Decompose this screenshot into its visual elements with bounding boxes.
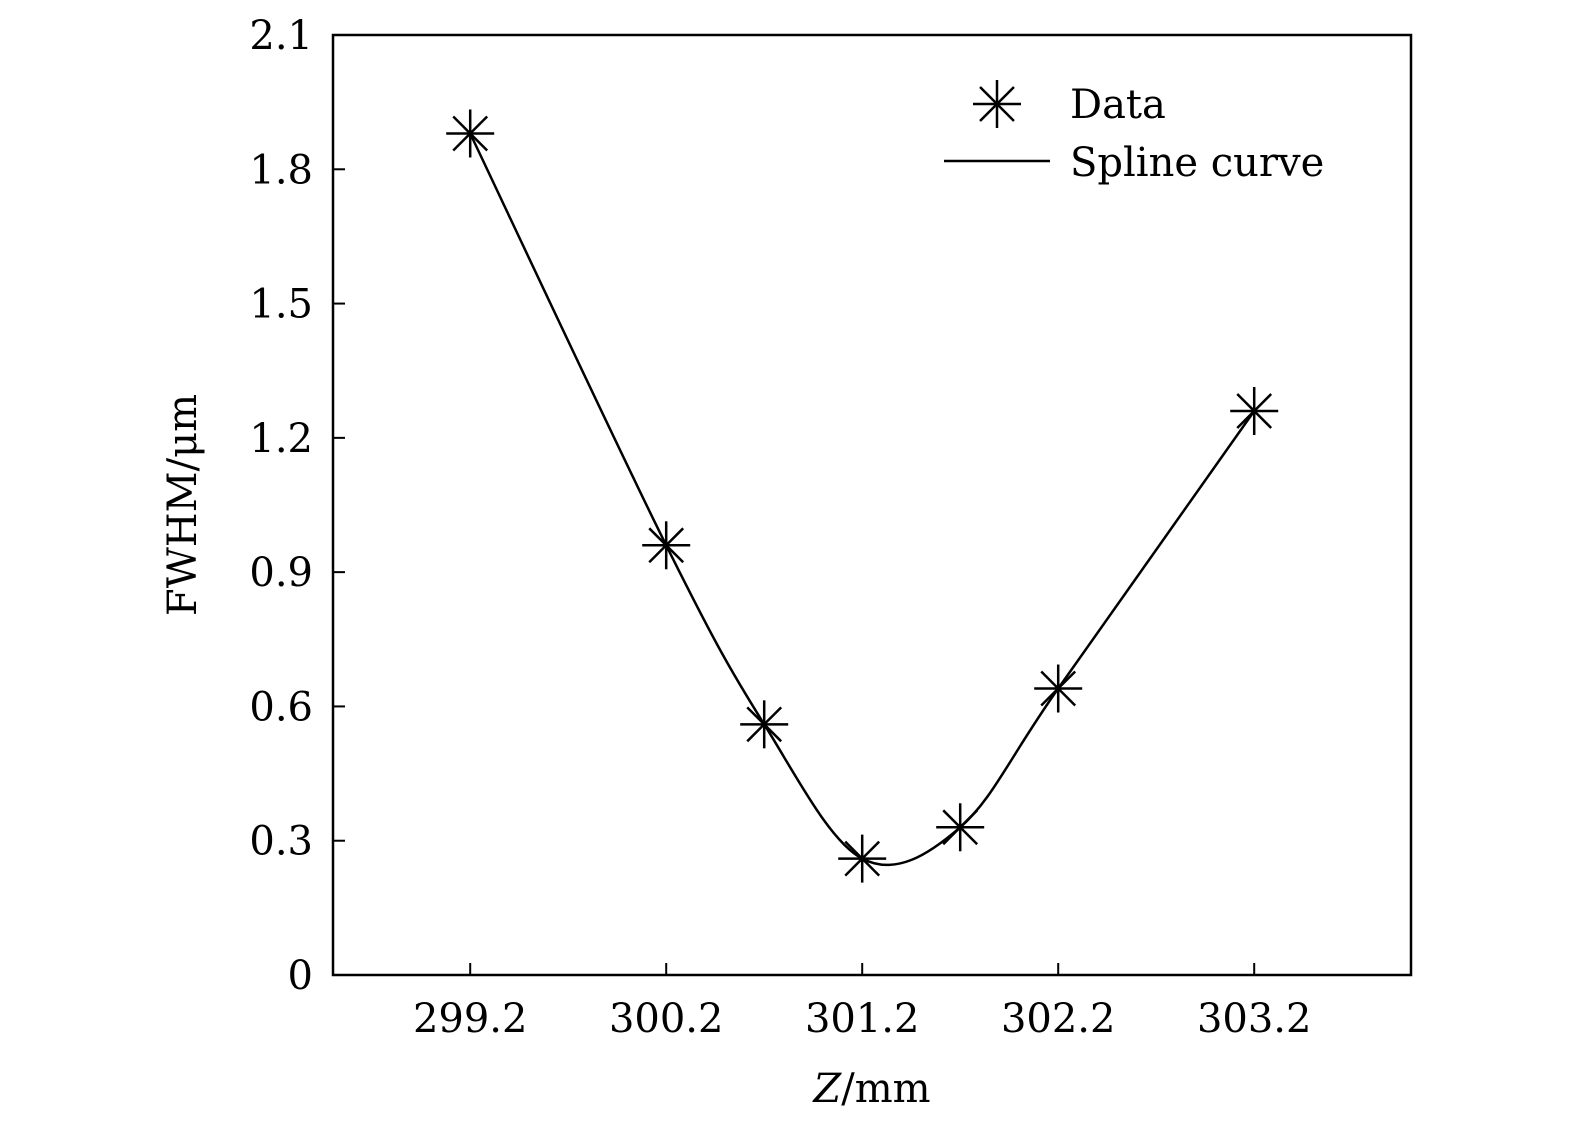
y-tick-label: 1.2 <box>249 416 313 462</box>
data-point <box>1230 387 1279 435</box>
data-point <box>446 109 495 158</box>
data-point <box>936 803 985 852</box>
y-tick-label: 2.1 <box>249 13 313 59</box>
legend-data-marker <box>973 80 1021 128</box>
legend-data-label: Data <box>1070 82 1166 128</box>
y-tick-label: 0.9 <box>249 550 313 596</box>
y-axis-label: FWHM/μm <box>160 394 206 616</box>
legend-asterisk-icon <box>973 80 1021 128</box>
legend: Data Spline curve <box>944 80 1324 186</box>
y-tick-label: 0.3 <box>249 819 313 865</box>
x-tick-label: 301.2 <box>805 996 920 1042</box>
y-tick-label: 0 <box>288 953 313 999</box>
plot-frame <box>331 33 1413 977</box>
y-tick-label: 1.5 <box>249 282 313 328</box>
y-tick-label: 0.6 <box>249 684 313 730</box>
x-tick-label: 300.2 <box>609 996 724 1042</box>
data-point <box>1034 664 1083 713</box>
legend-spline-label: Spline curve <box>1070 140 1324 186</box>
x-tick-label: 299.2 <box>413 996 528 1042</box>
series-layer <box>446 109 1279 883</box>
x-tick-label: 303.2 <box>1197 996 1312 1042</box>
data-point <box>838 834 887 883</box>
spline-curve-line <box>469 132 1256 867</box>
x-axis-label: Z/mm <box>811 1066 930 1112</box>
data-point <box>740 700 789 749</box>
x-tick-label: 302.2 <box>1001 996 1116 1042</box>
y-tick-label: 1.8 <box>249 147 313 193</box>
x-ticks: 299.2 300.2 301.2 302.2 303.2 <box>413 963 1312 1042</box>
data-point <box>642 521 691 570</box>
y-ticks: 0 0.3 0.6 0.9 1.2 1.5 1.8 2.1 <box>249 13 345 999</box>
